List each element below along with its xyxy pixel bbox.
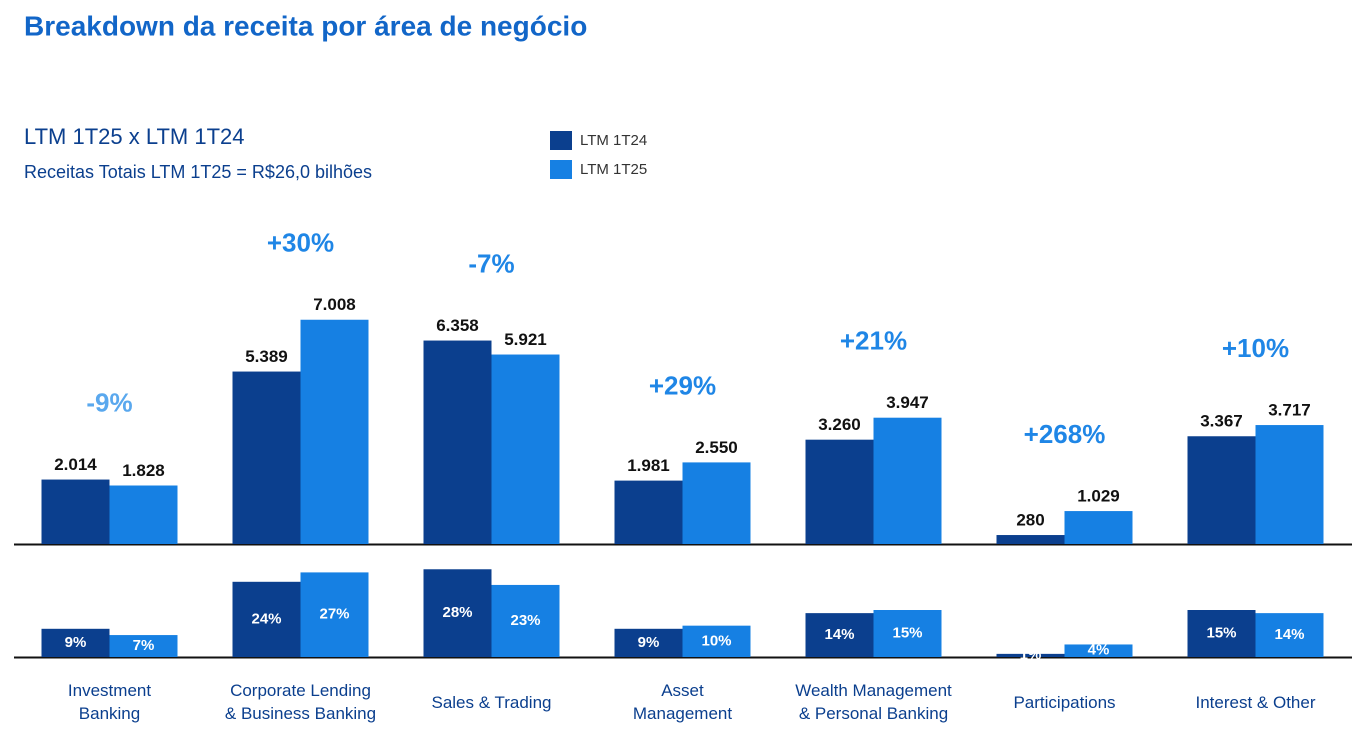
legend-label: LTM 1T24 — [580, 132, 647, 149]
bar-label: 1.828 — [122, 461, 165, 480]
bar-label: 7.008 — [313, 295, 356, 314]
legend-swatch — [550, 131, 572, 150]
bar-label: 1.029 — [1077, 487, 1120, 506]
bar — [232, 581, 301, 657]
bar — [1187, 610, 1256, 657]
bar — [1064, 644, 1133, 657]
bar — [1255, 613, 1324, 657]
bar-label: 4% — [1088, 642, 1110, 659]
bar — [300, 319, 369, 544]
bar-label: 3.947 — [886, 393, 929, 412]
title: Breakdown da receita por área de negócio — [24, 10, 587, 41]
x-tick-label: Corporate Lending & Business Banking — [224, 681, 377, 723]
bar-label: 10% — [701, 632, 731, 649]
bar-label: 15% — [892, 624, 922, 641]
bar-label: 7% — [133, 637, 155, 654]
bar-label: 6.358 — [436, 316, 479, 335]
bar-label: 2.014 — [54, 455, 97, 474]
bar — [300, 572, 369, 657]
note: Receitas Totais LTM 1T25 = R$26,0 bilhõe… — [24, 162, 372, 182]
x-tick-label: Sales & Trading — [431, 692, 552, 712]
bar-label: 3.260 — [818, 415, 861, 434]
bar-label: 15% — [1206, 624, 1236, 641]
bar — [614, 480, 683, 544]
annotation: +30% — [267, 228, 334, 258]
annotation: -9% — [86, 387, 132, 417]
bar — [1255, 425, 1324, 544]
bar — [805, 613, 874, 657]
bar-label: 2.550 — [695, 438, 738, 457]
bar — [41, 479, 110, 544]
legend-swatch — [550, 160, 572, 179]
bar — [682, 462, 751, 544]
bar — [423, 340, 492, 544]
bar — [996, 535, 1065, 544]
bar — [614, 628, 683, 657]
x-tick-label: Wealth Management & Personal Banking — [795, 681, 952, 723]
bar — [109, 635, 178, 657]
bar — [873, 417, 942, 544]
bar-label: 1% — [1020, 646, 1042, 663]
annotation: -7% — [468, 248, 514, 278]
annotation: +10% — [1222, 333, 1289, 363]
bar-label: 14% — [1274, 626, 1304, 643]
bar-label: 27% — [319, 606, 349, 623]
bar-label: 28% — [442, 604, 472, 621]
bar — [491, 354, 560, 544]
bar — [109, 485, 178, 544]
bar — [682, 625, 751, 657]
bar-label: 9% — [65, 634, 87, 651]
bar-label: 5.921 — [504, 330, 547, 349]
bar — [491, 584, 560, 657]
bar-label: 23% — [510, 612, 540, 629]
bar-label: 14% — [824, 626, 854, 643]
annotation: +29% — [649, 370, 716, 400]
legend-label: LTM 1T25 — [580, 161, 647, 178]
bar-label: 1.981 — [627, 456, 670, 475]
bar — [41, 628, 110, 657]
bar — [423, 569, 492, 657]
x-tick-label: Investment Banking — [67, 681, 152, 723]
bar-label: 5.389 — [245, 347, 288, 366]
x-tick-label: Participations — [1013, 692, 1116, 712]
bar — [1064, 511, 1133, 544]
annotation: +21% — [840, 326, 907, 356]
bar-label: 9% — [638, 634, 660, 651]
x-tick-label: Interest & Other — [1195, 692, 1316, 712]
bar-label: 3.717 — [1268, 401, 1311, 420]
bar-label: 24% — [251, 610, 281, 627]
bar-label: 280 — [1016, 511, 1044, 530]
bar — [232, 371, 301, 544]
bar — [873, 610, 942, 657]
bar — [1187, 436, 1256, 544]
annotation: +268% — [1024, 419, 1106, 449]
bar — [996, 653, 1065, 657]
subtitle: LTM 1T25 x LTM 1T24 — [24, 124, 244, 149]
bar-label: 3.367 — [1200, 412, 1243, 431]
x-tick-label: Asset Management — [632, 681, 733, 723]
bar — [805, 439, 874, 544]
